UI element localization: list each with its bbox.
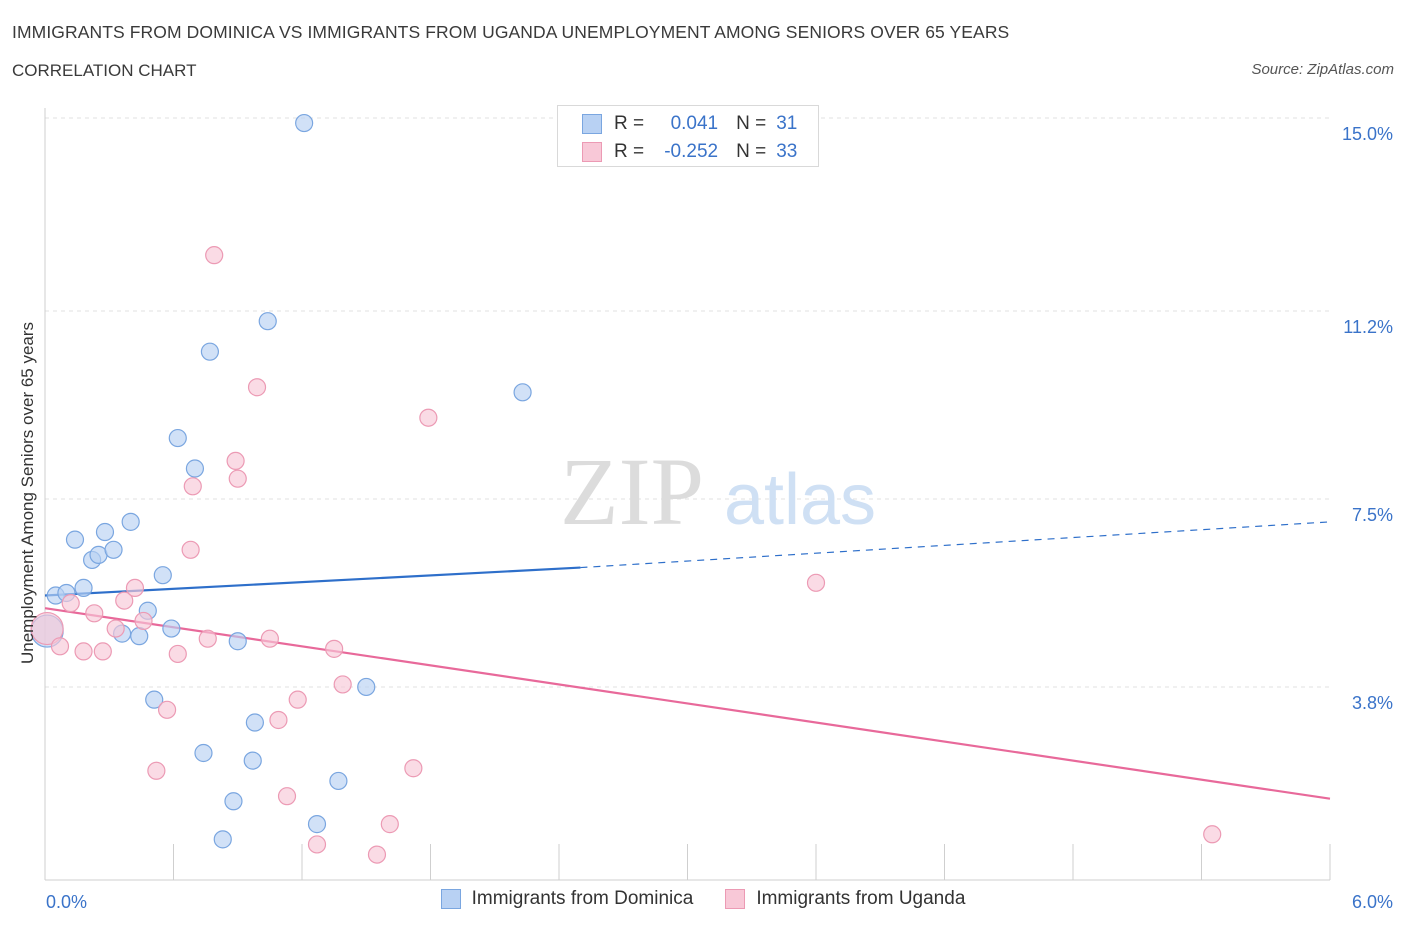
point-uganda [367,845,387,864]
point-uganda [125,578,145,598]
point-dominica [74,578,93,598]
point-uganda [74,642,93,661]
axes [44,108,1331,881]
point-uganda [228,469,247,488]
point-uganda [198,629,217,648]
point-dominica [168,428,187,448]
point-dominica [258,312,277,331]
point-dominica [185,459,205,478]
y-tick-label: 15.0% [1342,124,1393,144]
watermark-atlas: atlas [724,460,876,540]
legend-r-value: 0.041 [670,113,719,134]
point-uganda [30,611,64,646]
trend-line-dominica [44,566,581,597]
legend-r-label: R = [614,141,645,162]
point-dominica [245,713,264,732]
point-uganda [247,378,267,397]
point-dominica [213,830,232,849]
point-uganda [307,835,327,854]
tick-labels: 3.8% 7.5% 11.2% 15.0% 0.0% 6.0% [46,124,1393,912]
point-uganda [419,408,438,427]
point-dominica [95,522,115,542]
bottom-legend-label-uganda: Immigrants from Uganda [756,888,966,909]
point-dominica [228,632,247,651]
legend-n-value: 31 [776,113,798,134]
point-dominica [130,627,149,646]
legend-r-label: R = [614,113,645,134]
point-uganda [106,619,125,638]
legend-swatch-dominica [582,114,602,134]
bottom-legend: Immigrants from Dominica Immigrants from… [0,888,1406,910]
legend-row-uganda: R = -0.252 N = 33 [582,140,797,164]
source-credit: Source: ZipAtlas.com [1251,61,1394,78]
point-uganda [260,629,279,648]
point-dominica [224,792,243,811]
chart-title: IMMIGRANTS FROM DOMINICA VS IMMIGRANTS F… [12,22,1010,42]
point-dominica [329,771,348,791]
point-dominica [194,743,213,763]
watermark-zip: ZIP [560,438,704,545]
y-tick-label: 11.2% [1343,317,1393,337]
legend-n-value: 33 [776,141,798,162]
point-dominica [162,619,181,638]
y-tick-label: 7.5% [1352,505,1393,525]
trend-line-dominica-projection [580,521,1331,569]
x-tick-label: 0.0% [46,892,87,912]
legend-n-label: N = [736,141,767,162]
point-dominica [145,690,164,709]
legend-r-value: -0.252 [664,141,719,162]
y-tick-label: 3.8% [1352,693,1393,713]
point-uganda [181,540,200,559]
point-uganda [61,594,80,613]
point-dominica [65,530,85,549]
point-uganda [333,675,352,694]
watermark: ZIP atlas [560,438,876,545]
point-uganda [115,591,134,610]
point-uganda [269,710,288,730]
data-points [30,113,1222,864]
bottom-legend-label-dominica: Immigrants from Dominica [471,888,694,909]
point-uganda [168,644,187,664]
x-tick-label: 6.0% [1352,892,1393,912]
point-uganda [85,604,104,623]
grid-lines [45,117,1330,688]
legend-n-label: N = [736,113,767,134]
point-uganda [277,787,297,806]
stats-legend: R = 0.041 N = 31 R = -0.252 N = 33 [557,105,819,167]
y-axis-label: Unemployment Among Seniors over 65 years [18,321,37,665]
trend-line-uganda [44,607,1331,800]
point-uganda [380,815,399,834]
point-uganda [288,690,307,709]
point-dominica [357,677,376,697]
bottom-legend-swatch-uganda [725,889,746,909]
point-uganda [134,611,153,631]
point-uganda [50,637,70,656]
point-uganda [147,761,166,780]
point-uganda [157,700,177,719]
legend-row-dominica: R = 0.041 N = 31 [582,112,797,136]
point-dominica [121,512,140,531]
chart-subtitle: CORRELATION CHART [12,61,197,80]
point-dominica [243,751,262,770]
point-uganda [325,639,344,658]
point-uganda [205,246,224,265]
legend-swatch-uganda [582,142,602,162]
trend-lines [44,521,1331,800]
bottom-legend-swatch-dominica [440,889,461,909]
bottom-legend-uganda[interactable]: Immigrants from Uganda [725,888,965,910]
point-uganda [404,759,423,778]
point-dominica [104,540,123,559]
bottom-legend-dominica[interactable]: Immigrants from Dominica [440,888,694,910]
point-uganda [806,573,826,592]
point-uganda [183,477,202,496]
point-dominica [295,113,314,133]
point-dominica [307,815,327,834]
point-dominica [153,566,172,585]
point-dominica [200,342,220,361]
point-uganda [1203,825,1222,844]
point-dominica [513,383,532,402]
point-uganda [93,642,112,661]
point-uganda [226,451,245,470]
